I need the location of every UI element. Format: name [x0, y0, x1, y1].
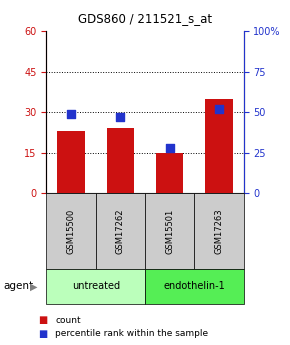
Text: GSM15500: GSM15500	[66, 208, 76, 254]
Bar	[57, 131, 85, 193]
Bar	[156, 152, 183, 193]
Text: untreated: untreated	[72, 282, 120, 291]
Text: GSM15501: GSM15501	[165, 208, 174, 254]
Point	[118, 114, 123, 120]
Text: ■: ■	[38, 315, 47, 325]
Bar	[205, 99, 233, 193]
Text: agent: agent	[3, 282, 33, 291]
Text: ■: ■	[38, 329, 47, 338]
Point	[217, 106, 221, 112]
Bar	[107, 128, 134, 193]
Text: count: count	[55, 316, 81, 325]
Text: percentile rank within the sample: percentile rank within the sample	[55, 329, 208, 338]
Text: ▶: ▶	[30, 282, 38, 291]
Text: GDS860 / 211521_s_at: GDS860 / 211521_s_at	[78, 12, 212, 25]
Text: endothelin-1: endothelin-1	[164, 282, 225, 291]
Text: GSM17263: GSM17263	[214, 208, 224, 254]
Point	[69, 111, 73, 117]
Text: GSM17262: GSM17262	[116, 208, 125, 254]
Point	[167, 145, 172, 150]
